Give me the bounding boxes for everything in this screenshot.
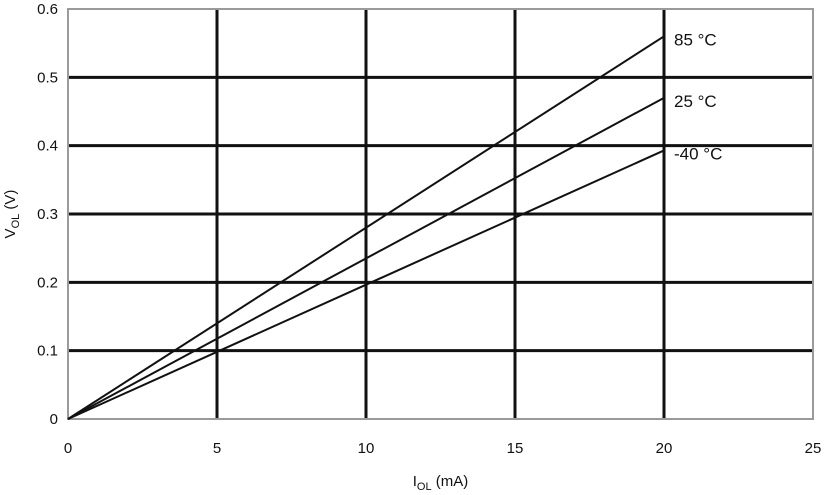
x-tick-label: 0 (64, 440, 72, 457)
y-axis-title: VOL (V) (2, 190, 22, 239)
grid (67, 9, 813, 420)
series-line (67, 149, 665, 420)
series-line (67, 96, 665, 420)
y-tick-label: 0.5 (37, 69, 58, 86)
y-tick-label: 0.4 (37, 138, 58, 155)
plot-frame (67, 8, 814, 420)
y-tick-label: 0 (50, 411, 58, 428)
y-tick-labels: 0 0.1 0.2 0.3 0.4 0.5 0.6 (37, 1, 58, 428)
y-tick-label: 0.1 (37, 343, 58, 360)
series-label: -40 °C (674, 144, 722, 163)
x-tick-label: 15 (507, 440, 524, 457)
y-tick-label: 0.3 (37, 206, 58, 223)
x-tick-label: 20 (656, 440, 673, 457)
x-tick-label: 25 (805, 440, 822, 457)
x-axis-title: IOL (mA) (413, 473, 469, 493)
x-tick-label: 10 (358, 440, 375, 457)
series-line (67, 35, 665, 420)
y-tick-label: 0.6 (37, 1, 58, 18)
series-group: 85 °C 25 °C -40 °C (67, 30, 722, 420)
x-tick-labels: 0 5 10 15 20 25 (64, 440, 822, 457)
y-tick-label: 0.2 (37, 274, 58, 291)
series-label: 85 °C (674, 30, 717, 49)
x-tick-label: 5 (213, 440, 221, 457)
series-label: 25 °C (674, 92, 717, 111)
